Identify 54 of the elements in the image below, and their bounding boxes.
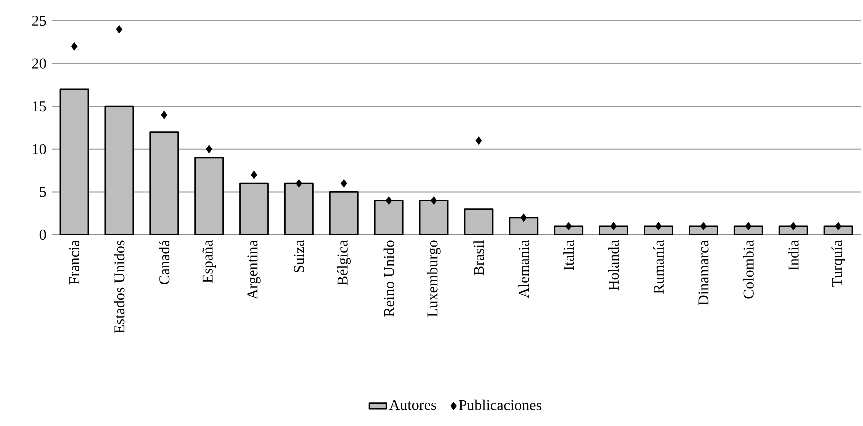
x-tick-label: Turquía — [832, 240, 846, 287]
point — [296, 179, 302, 188]
x-tick-label: España — [202, 240, 216, 284]
point — [790, 222, 797, 231]
bar — [329, 191, 359, 235]
x-tick-label: Holanda — [608, 240, 620, 291]
y-tick-label: 20 — [32, 58, 46, 69]
bar — [419, 200, 449, 235]
point — [566, 222, 572, 231]
bar — [104, 106, 134, 235]
legend-label: Autores — [389, 400, 436, 410]
bar — [374, 200, 404, 235]
x-tick-label: Italia — [564, 240, 574, 270]
bar — [284, 182, 314, 235]
x-tick-label: India — [788, 240, 799, 270]
x-tick-label: Argentina — [248, 240, 261, 300]
x-tick-label: Colombia — [743, 240, 754, 299]
point — [610, 222, 618, 231]
x-tick-label: Brasil — [474, 240, 484, 276]
point — [700, 222, 707, 231]
point — [656, 222, 662, 231]
legend-label: Publicaciones — [459, 400, 542, 410]
point — [206, 145, 213, 154]
x-tick-label: Estados Unidos — [114, 240, 125, 334]
point — [116, 25, 123, 34]
point — [251, 170, 258, 180]
point — [745, 222, 752, 231]
point — [520, 214, 528, 222]
point — [430, 196, 438, 205]
point — [340, 179, 348, 188]
y-tick-label: 15 — [33, 102, 46, 112]
x-tick-label: Luxemburgo — [427, 240, 441, 317]
x-tick-label: Suiza — [294, 240, 304, 273]
point — [386, 196, 392, 205]
y-tick-label: 10 — [33, 144, 46, 154]
point — [835, 222, 842, 231]
x-tick-label: Canadá — [159, 240, 170, 285]
y-tick-label: 0 — [40, 230, 46, 240]
y-tick-label: 5 — [40, 187, 46, 198]
x-tick-label: Dinamarca — [698, 240, 709, 306]
y-tick-label: 25 — [32, 16, 46, 26]
x-tick-label: Francia — [69, 240, 80, 285]
bar — [194, 157, 224, 235]
bar — [150, 132, 180, 235]
bar — [240, 182, 269, 235]
x-tick-label: Bélgica — [337, 240, 351, 286]
x-tick-label: Rumanía — [653, 240, 664, 294]
x-tick-label: Reino Unido — [384, 240, 394, 317]
point — [71, 42, 78, 51]
point — [161, 110, 168, 120]
point — [476, 136, 482, 146]
bar — [464, 208, 494, 235]
bar — [60, 88, 90, 235]
x-tick-label: Alemania — [518, 240, 530, 298]
